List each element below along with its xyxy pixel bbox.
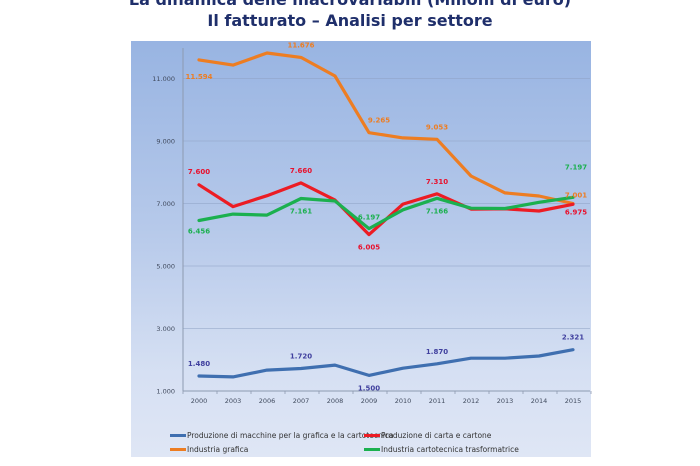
x-axis: 2000 2003 2006 2007 2008 2009 2010 2011 2012 2013… [182,390,592,405]
data-labels: 1.480 1.720 1.500 1.870 2.321 7.600 7.660 6.005… [185,41,587,392]
y-tick-label: 5.000 [156,263,175,271]
x-tick-label: 2006 [259,397,276,405]
data-label: 6.197 [358,214,380,222]
y-tick-label: 1.000 [156,388,175,396]
data-label: 1.870 [426,348,448,356]
data-label: 7.660 [290,167,312,175]
legend-item-macchine: Produzione di macchine per la grafica e … [170,431,394,440]
data-label: 7.001 [565,191,587,199]
legend-swatch-grafica [170,448,186,451]
legend-label-carta: Produzione di carta e cartone [381,431,492,440]
y-axis: 1.000 3.000 5.000 7.000 9.000 11.000 [152,48,184,396]
series-line-1 [197,181,575,237]
legend-swatch-cartotecnica [364,448,380,451]
x-tick-label: 2010 [395,397,412,405]
data-label: 6.456 [188,228,210,236]
legend-label-grafica: Industria grafica [187,445,249,454]
data-label: 7.310 [426,178,448,186]
x-tick-label: 2003 [225,397,242,405]
data-label: 11.594 [185,73,212,81]
y-tick-label: 3.000 [156,325,175,333]
legend-item-carta: Produzione di carta e cartone [364,431,491,440]
legend-label-cartotecnica: Industria cartotecnica trasformatrice [381,445,519,454]
series-line-0 [197,348,575,379]
x-tick-label: 2011 [429,397,446,405]
data-label: 11.676 [287,41,314,49]
page-title-line2: Il fatturato – Analisi per settore [207,11,493,30]
x-tick-label: 2013 [497,397,514,405]
x-tick-label: 2007 [293,397,310,405]
y-tick-label: 7.000 [156,200,175,208]
data-label: 2.321 [562,334,584,342]
x-tick-label: 2008 [327,397,344,405]
x-tick-label: 2014 [531,397,548,405]
chart-panel [131,41,591,457]
data-label: 7.166 [426,207,448,215]
x-tick-label: 2000 [191,397,208,405]
data-label: 1.480 [188,360,210,368]
x-tick-label: 2015 [565,397,582,405]
data-label: 9.053 [426,123,448,131]
legend-label-macchine: Produzione di macchine per la grafica e … [187,431,394,440]
y-tick-label: 9.000 [156,138,175,146]
gridlines [183,78,590,329]
legend-item-cartotecnica: Industria cartotecnica trasformatrice [364,445,519,454]
data-label: 9.265 [368,117,390,125]
legend-swatch-macchine [170,434,186,437]
legend-swatch-carta [364,434,380,437]
data-label: 7.600 [188,168,210,176]
legend-item-grafica: Industria grafica [170,445,248,454]
data-label: 1.500 [358,384,380,392]
data-label: 7.161 [290,207,312,215]
x-tick-label: 2012 [463,397,480,405]
series-lines [197,51,575,379]
page-title-line1: La dinamica delle macrovariabili (Milion… [0,0,700,9]
data-label: 1.720 [290,353,312,361]
data-label: 6.975 [565,208,587,216]
data-label: 6.005 [358,244,380,252]
x-tick-label: 2009 [361,397,378,405]
series-line-2 [197,51,575,206]
series-line-3 [197,195,575,231]
y-tick-label: 11.000 [152,75,175,83]
data-label: 7.197 [565,163,587,171]
